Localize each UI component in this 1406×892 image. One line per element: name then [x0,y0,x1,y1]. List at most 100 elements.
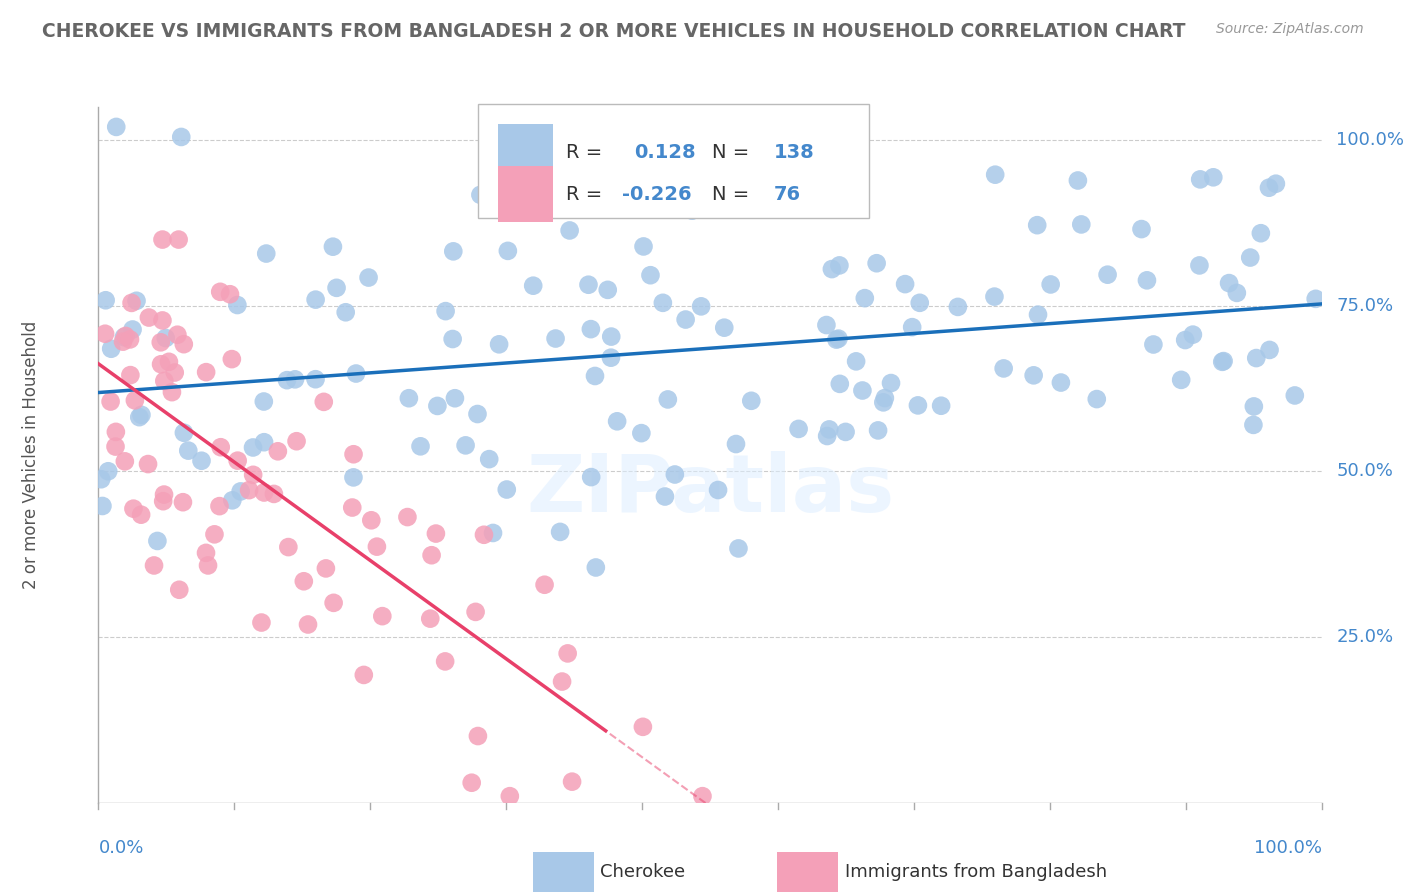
Point [707,483,730,497]
Point [167,233,190,247]
Point [209,440,232,454]
Point [153,487,176,501]
Point [834,425,856,439]
Point [396,510,419,524]
Point [157,355,180,369]
Point [740,393,762,408]
Point [357,270,380,285]
Point [1202,170,1225,185]
Point [907,398,929,412]
Point [1067,173,1090,187]
Point [112,330,135,344]
Point [828,376,851,391]
Point [993,361,1015,376]
Point [121,322,143,336]
Point [815,429,838,443]
Point [97,464,120,478]
Point [315,561,337,575]
FancyBboxPatch shape [498,124,554,180]
Point [1181,327,1204,342]
Text: 0.128: 0.128 [634,143,696,161]
Point [150,357,173,371]
Point [1218,276,1240,290]
Point [828,259,851,273]
Point [166,327,188,342]
Point [1189,172,1212,186]
Point [253,435,276,450]
Point [880,376,903,390]
Point [1284,388,1306,402]
Point [131,408,153,422]
Point [460,775,482,789]
Text: Immigrants from Bangladesh: Immigrants from Bangladesh [845,863,1107,881]
Point [173,425,195,440]
Point [105,120,128,134]
Point [169,582,191,597]
Point [360,513,382,527]
Point [177,443,200,458]
Point [946,300,969,314]
Point [606,414,628,428]
Point [1246,351,1268,365]
Point [335,305,357,319]
Point [366,540,388,554]
Point [578,277,600,292]
Point [353,668,375,682]
Point [91,499,114,513]
Point [482,525,505,540]
Point [229,484,252,499]
Point [172,495,194,509]
Point [90,472,112,486]
Point [868,424,890,438]
Point [138,310,160,325]
Point [153,374,176,388]
Point [664,467,686,482]
Text: Source: ZipAtlas.com: Source: ZipAtlas.com [1216,22,1364,37]
Point [787,422,810,436]
Text: 75.0%: 75.0% [1336,297,1393,315]
Point [1305,292,1327,306]
Point [1174,333,1197,347]
Point [322,596,344,610]
Point [558,223,581,237]
Point [724,437,747,451]
Point [419,612,441,626]
Point [600,329,623,343]
Point [444,391,467,405]
Point [221,493,243,508]
Point [409,439,432,453]
Point [984,168,1007,182]
Point [631,720,654,734]
Point [124,393,146,408]
Text: R =: R = [565,143,602,161]
Point [121,296,143,310]
Point [1097,268,1119,282]
Point [441,244,464,259]
Point [1258,343,1281,357]
Point [894,277,917,292]
Point [219,287,242,301]
Point [579,470,602,484]
Point [425,526,447,541]
Point [253,394,276,409]
Point [1241,417,1264,432]
Point [120,368,142,383]
Point [657,392,679,407]
Point [561,774,583,789]
Point [1130,222,1153,236]
Point [651,295,673,310]
Point [325,281,347,295]
Point [304,372,326,386]
Point [596,283,619,297]
Point [160,385,183,400]
Point [470,187,492,202]
Point [190,454,212,468]
Point [1211,355,1233,369]
Point [152,313,174,327]
Point [276,373,298,387]
Point [472,528,495,542]
Point [929,399,952,413]
Point [114,329,136,343]
Point [100,342,122,356]
Text: 25.0%: 25.0% [1336,628,1393,646]
